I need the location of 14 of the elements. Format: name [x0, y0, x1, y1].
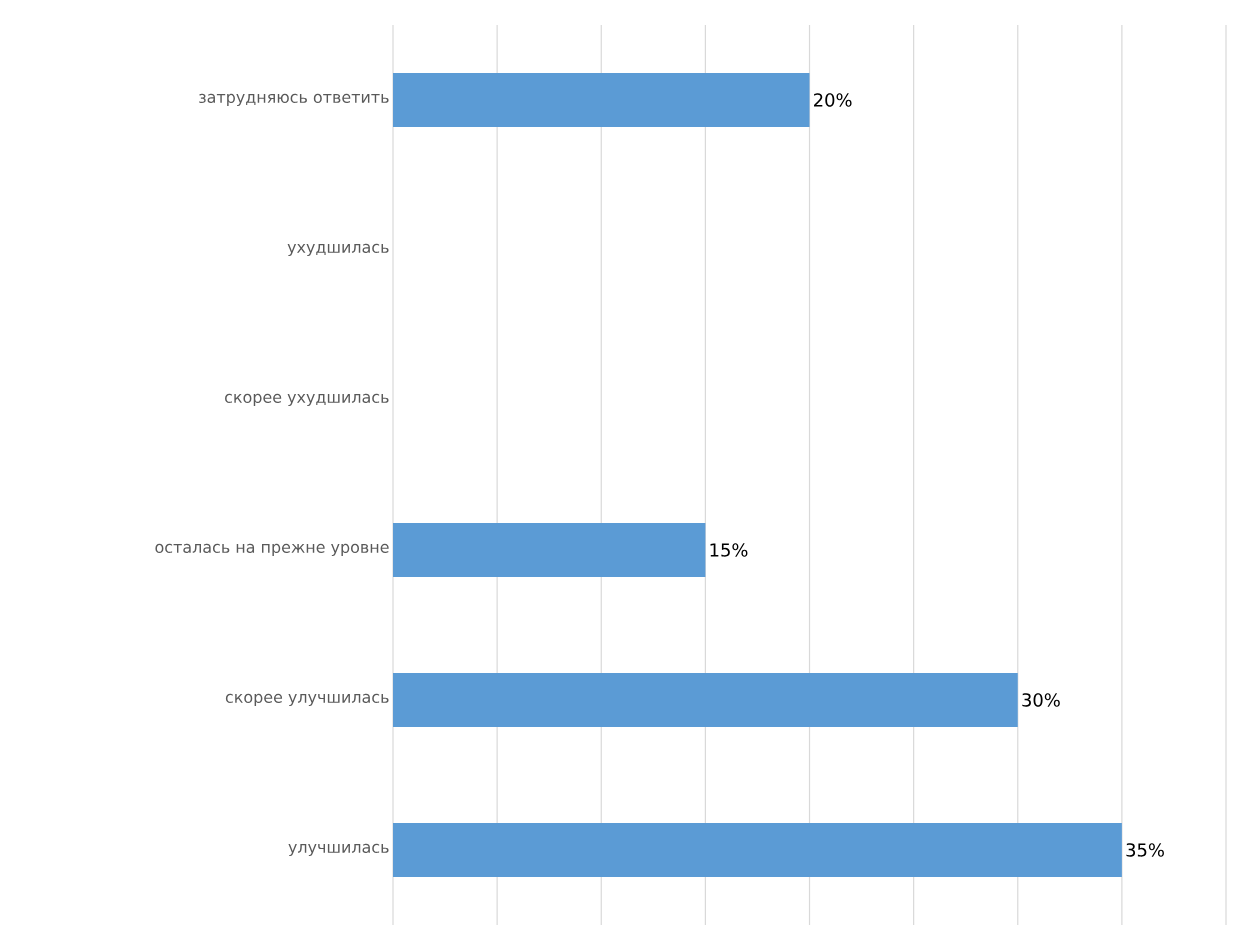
y-tick-label: ухудшилась [287, 243, 389, 257]
bar [393, 522, 706, 577]
data-label: 15% [710, 543, 748, 557]
y-tick-label: скорее ухудшилась [225, 393, 389, 407]
bar [393, 72, 810, 127]
y-tick-label: скорее улучшилась [225, 693, 389, 707]
y-tick-label: осталась на прежне уровне [155, 543, 389, 557]
bar [393, 672, 1018, 727]
y-tick-label: затрудняюсь ответить [199, 93, 389, 107]
data-label: 20% [814, 93, 852, 107]
bar [393, 822, 1122, 877]
data-label: 35% [1126, 843, 1164, 857]
data-label: 30% [1022, 693, 1060, 707]
y-tick-label: улучшилась [288, 843, 389, 857]
